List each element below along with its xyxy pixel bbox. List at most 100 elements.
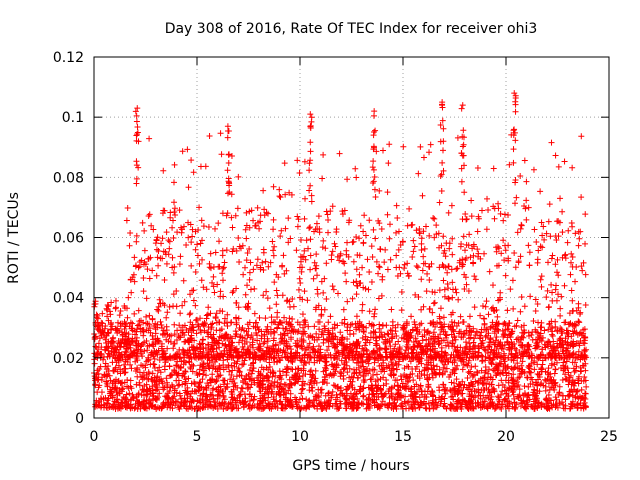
data-point (568, 220, 575, 227)
data-point (423, 288, 430, 295)
data-point (194, 241, 201, 248)
data-point (323, 295, 330, 302)
data-point (192, 246, 199, 253)
data-point (140, 275, 147, 282)
data-point (160, 167, 167, 174)
data-point (189, 387, 196, 394)
data-point (232, 382, 239, 389)
data-point (445, 209, 452, 216)
data-point (460, 127, 467, 134)
data-point (573, 264, 580, 271)
data-point (353, 266, 360, 273)
data-point (386, 235, 393, 242)
data-point (157, 318, 164, 325)
data-point (189, 233, 196, 240)
data-point (419, 192, 426, 199)
data-point (575, 300, 582, 307)
data-point (477, 312, 484, 319)
data-point (183, 241, 190, 248)
data-point (154, 306, 161, 313)
data-point (289, 295, 296, 302)
data-point (569, 164, 576, 171)
data-point (559, 392, 566, 399)
data-point (514, 317, 521, 324)
data-point (361, 212, 368, 219)
data-point (451, 319, 458, 326)
data-point (308, 198, 315, 205)
data-point (293, 247, 300, 254)
data-point (567, 271, 574, 278)
data-point (92, 298, 99, 305)
data-point (534, 256, 541, 263)
data-point (458, 105, 465, 112)
data-point (188, 262, 195, 269)
data-point (511, 249, 518, 256)
data-point (495, 393, 502, 400)
data-point (271, 243, 278, 250)
data-point (163, 229, 170, 236)
data-point (518, 293, 525, 300)
data-point (366, 217, 373, 224)
data-point (346, 331, 353, 338)
data-point (271, 279, 278, 286)
data-point (565, 227, 572, 234)
data-point (308, 192, 315, 199)
data-point (525, 364, 532, 371)
data-point (521, 383, 528, 390)
data-point (193, 316, 200, 323)
data-point (307, 266, 314, 273)
data-point (151, 364, 158, 371)
data-point (281, 160, 288, 167)
data-point (368, 243, 375, 250)
data-point (457, 313, 464, 320)
data-point (430, 300, 437, 307)
y-tick-label: 0.06 (53, 231, 84, 247)
data-point (537, 330, 544, 337)
data-point (307, 182, 314, 189)
data-point (349, 321, 356, 328)
data-point (288, 381, 295, 388)
data-point (279, 262, 286, 269)
data-point (393, 252, 400, 259)
data-point (466, 313, 473, 320)
data-point (413, 262, 420, 269)
data-point (384, 211, 391, 218)
data-point (260, 292, 267, 299)
data-point (318, 312, 325, 319)
data-point (127, 319, 134, 326)
data-point (559, 208, 566, 215)
data-point (310, 275, 317, 282)
data-point (335, 290, 342, 297)
data-point (235, 173, 242, 180)
data-point (500, 237, 507, 244)
data-point (269, 238, 276, 245)
data-point (335, 405, 342, 412)
data-point (297, 280, 304, 287)
data-point (307, 148, 314, 155)
data-point (163, 327, 170, 334)
data-point (378, 226, 385, 233)
data-point (243, 209, 250, 216)
data-point (116, 312, 123, 319)
data-point (380, 147, 386, 154)
data-point (384, 330, 391, 337)
data-point (221, 377, 228, 384)
data-point (424, 270, 431, 277)
data-point (156, 364, 163, 371)
data-point (203, 392, 210, 399)
data-point (123, 217, 130, 224)
data-point (249, 367, 256, 374)
data-point (394, 215, 401, 222)
data-point (548, 362, 555, 369)
data-point (523, 197, 530, 204)
data-point (517, 308, 524, 315)
data-point (180, 277, 187, 284)
data-point (246, 246, 253, 253)
data-point (333, 391, 340, 398)
data-point (104, 306, 111, 313)
data-point (360, 393, 367, 400)
data-point (471, 335, 478, 342)
data-point (453, 265, 460, 272)
data-point (313, 379, 320, 386)
data-point (146, 312, 153, 319)
